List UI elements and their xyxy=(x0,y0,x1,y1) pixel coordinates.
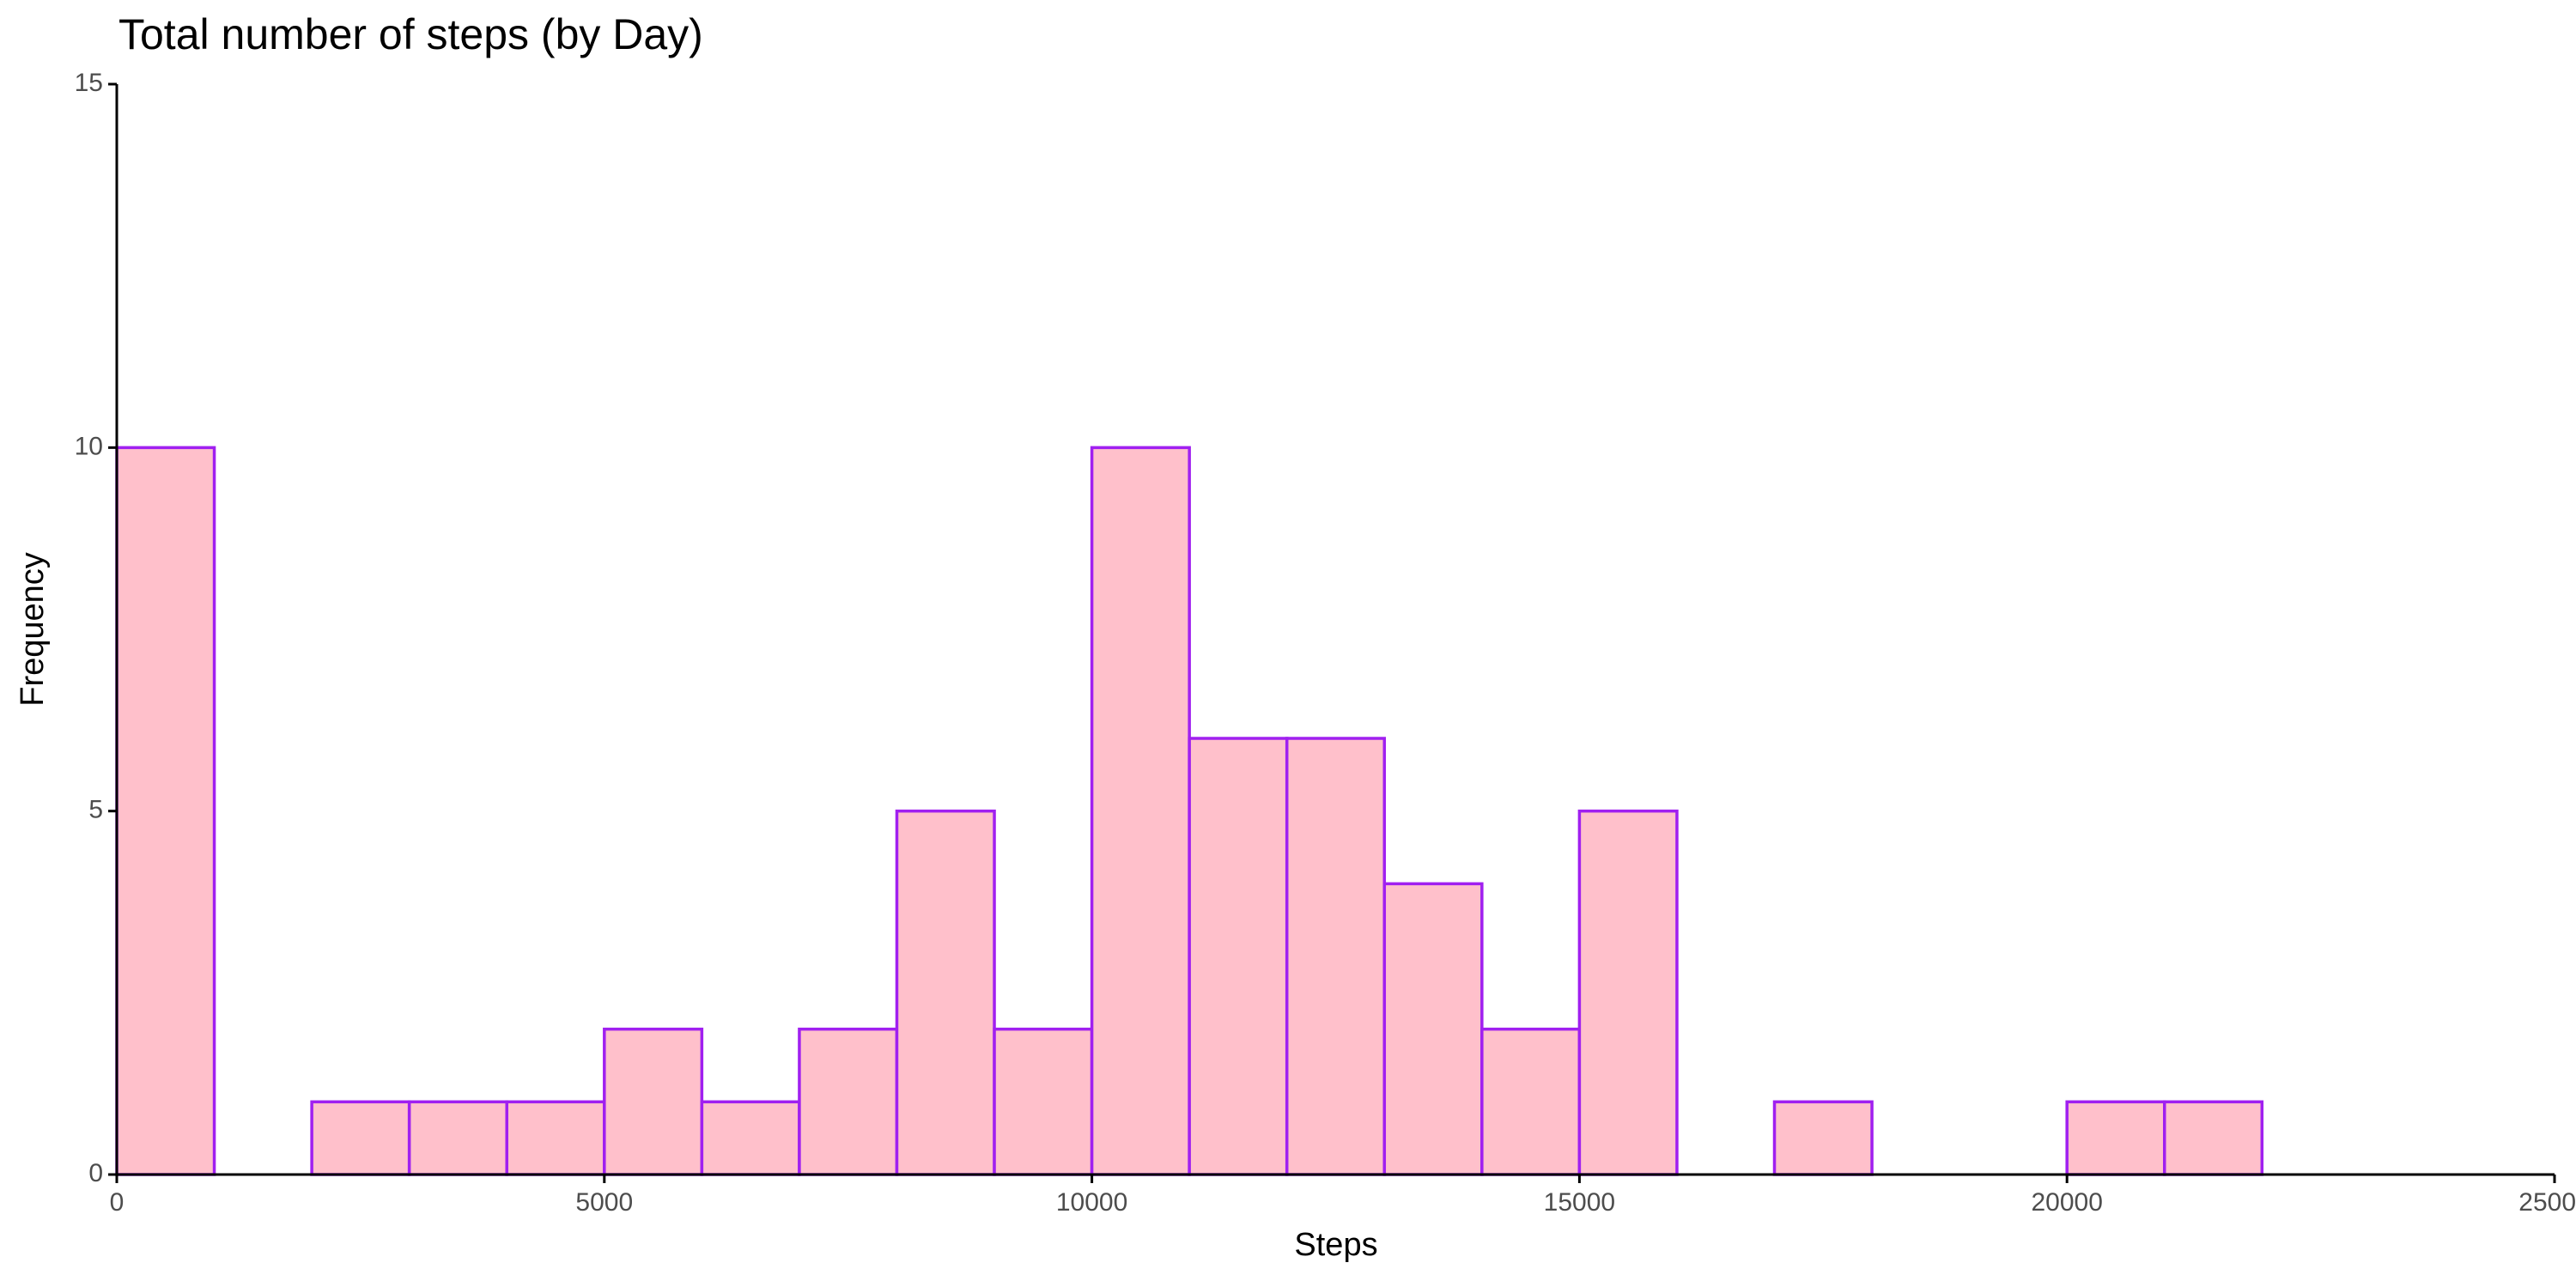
x-tick-label: 0 xyxy=(110,1188,125,1217)
x-tick-label: 15000 xyxy=(1544,1188,1615,1217)
bar xyxy=(407,1100,508,1176)
y-tick-label: 0 xyxy=(88,1159,103,1187)
x-tick-label: 5000 xyxy=(575,1188,633,1217)
x-tick-label: 20000 xyxy=(2031,1188,2102,1217)
bar xyxy=(115,446,216,1176)
x-tick-label: 25000 xyxy=(2518,1188,2576,1217)
bar xyxy=(310,1100,411,1176)
bar xyxy=(1090,446,1191,1176)
bar xyxy=(993,1027,1094,1176)
bar xyxy=(1480,1027,1582,1176)
y-axis-title: Frequency xyxy=(15,552,51,707)
x-tick-label: 10000 xyxy=(1056,1188,1127,1217)
y-tick-label: 15 xyxy=(75,69,103,97)
bar xyxy=(700,1100,801,1176)
bar xyxy=(798,1027,899,1176)
bar xyxy=(895,809,996,1176)
bar xyxy=(505,1100,606,1176)
bar xyxy=(2163,1100,2264,1176)
bar xyxy=(1577,809,1679,1176)
bar xyxy=(1772,1100,1874,1176)
bar xyxy=(603,1027,704,1176)
bar xyxy=(1188,737,1289,1176)
bar xyxy=(1285,737,1387,1176)
bar xyxy=(2065,1100,2166,1176)
chart-title: Total number of steps (by Day) xyxy=(118,10,703,58)
y-tick-label: 5 xyxy=(88,796,103,824)
bar xyxy=(1382,882,1484,1176)
y-tick-label: 10 xyxy=(75,432,103,460)
x-axis-title: Steps xyxy=(1294,1227,1377,1263)
